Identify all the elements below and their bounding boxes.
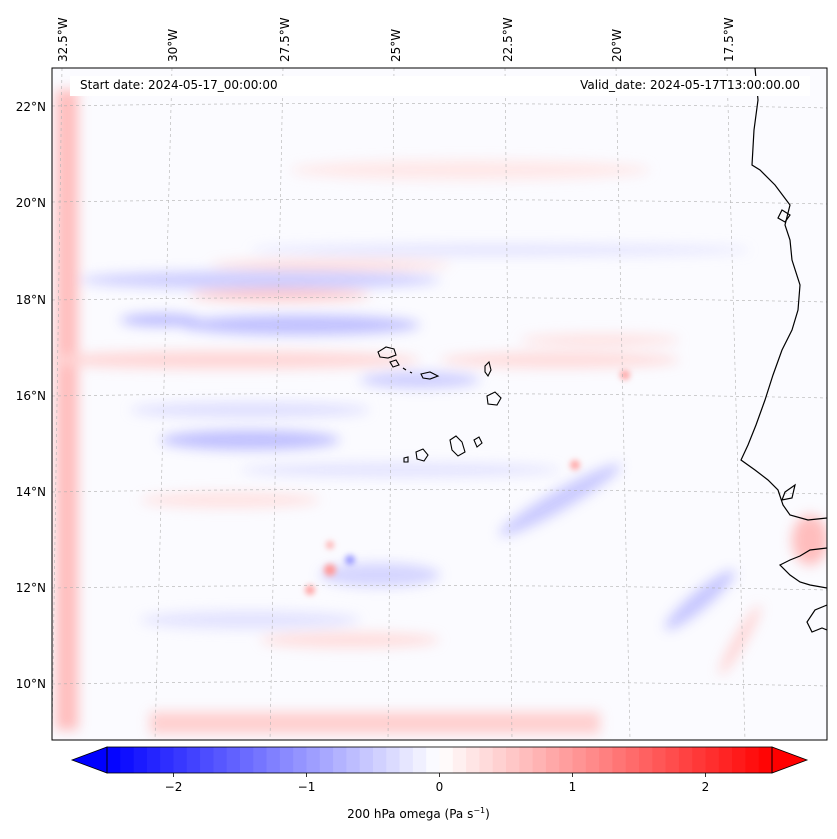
colorbar-tick-label: 1	[569, 780, 577, 794]
lon-label: 25°W	[389, 29, 403, 62]
colorbar-min-extend	[70, 746, 108, 774]
colorbar-max-extend	[771, 746, 809, 774]
colorbar-step	[306, 747, 321, 773]
colorbar-step	[559, 747, 573, 773]
colorbar-step	[479, 747, 494, 773]
colorbar-step	[426, 747, 440, 773]
omega-field	[52, 68, 827, 740]
colorbar-tick-label: 0	[436, 780, 444, 794]
colorbar-step	[519, 747, 534, 773]
colorbar-label-close: )	[485, 807, 490, 821]
colorbar-step	[532, 747, 547, 773]
colorbar-label-main: 200 hPa omega (Pa s	[347, 807, 474, 821]
colorbar-step	[506, 747, 520, 773]
colorbar-step	[253, 747, 268, 773]
colorbar-step	[652, 747, 667, 773]
colorbar-step	[745, 747, 760, 773]
colorbar-step	[226, 747, 241, 773]
colorbar-steps	[107, 747, 773, 773]
info-strip	[70, 76, 810, 96]
latitude-labels: 22°N 20°N 18°N 16°N 14°N 12°N 10°N	[16, 100, 46, 691]
lat-label: 20°N	[16, 196, 46, 210]
cape-verde-islands	[377, 346, 502, 463]
colorbar-step	[373, 747, 387, 773]
colorbar-step	[279, 747, 294, 773]
colorbar-step	[678, 747, 693, 773]
colorbar-step	[173, 747, 188, 773]
colorbar-step	[319, 747, 334, 773]
colorbar-step	[585, 747, 600, 773]
colorbar-step	[266, 747, 281, 773]
lat-label: 10°N	[16, 677, 46, 691]
colorbar-step	[200, 747, 214, 773]
colorbar-step	[705, 747, 720, 773]
colorbar: −2 −1 0 1 2	[70, 746, 809, 794]
lon-label: 32.5°W	[56, 17, 70, 62]
colorbar-step	[612, 747, 627, 773]
colorbar-label: 200 hPa omega (Pa s−1)	[0, 806, 837, 821]
colorbar-step	[107, 747, 121, 773]
colorbar-step	[758, 747, 773, 773]
colorbar-step	[160, 747, 174, 773]
colorbar-step	[412, 747, 427, 773]
colorbar-step	[439, 747, 454, 773]
colorbar-label-exponent: −1	[473, 806, 486, 815]
colorbar-step	[625, 747, 640, 773]
colorbar-step	[186, 747, 201, 773]
colorbar-step	[692, 747, 706, 773]
colorbar-step	[572, 747, 587, 773]
colorbar-step	[545, 747, 560, 773]
lon-label: 27.5°W	[278, 17, 292, 62]
colorbar-step	[213, 747, 228, 773]
map-border	[51, 67, 828, 741]
colorbar-step	[133, 747, 148, 773]
lon-label: 17.5°W	[722, 17, 736, 62]
lat-label: 22°N	[16, 100, 46, 114]
lon-label: 22.5°W	[501, 17, 515, 62]
colorbar-step	[665, 747, 680, 773]
colorbar-step	[386, 747, 401, 773]
colorbar-step	[466, 747, 480, 773]
lat-label: 16°N	[16, 389, 46, 403]
colorbar-step	[399, 747, 414, 773]
colorbar-step	[732, 747, 746, 773]
lon-label: 20°W	[610, 29, 624, 62]
colorbar-step	[599, 747, 613, 773]
graticule	[52, 68, 827, 740]
colorbar-tick-label: 2	[702, 780, 710, 794]
lat-label: 14°N	[16, 485, 46, 499]
colorbar-step	[359, 747, 374, 773]
colorbar-step	[346, 747, 361, 773]
colorbar-step	[240, 747, 254, 773]
colorbar-step	[718, 747, 733, 773]
colorbar-step	[492, 747, 507, 773]
longitude-labels: 32.5°W 30°W 27.5°W 25°W 22.5°W 20°W 17.5…	[56, 17, 736, 62]
lon-label: 30°W	[166, 29, 180, 62]
colorbar-step	[452, 747, 467, 773]
colorbar-step	[333, 747, 347, 773]
start-date-label: Start date: 2024-05-17_00:00:00	[80, 78, 278, 92]
lat-label: 12°N	[16, 581, 46, 595]
lat-label: 18°N	[16, 293, 46, 307]
valid-date-label: Valid_date: 2024-05-17T13:00:00.00	[580, 78, 800, 92]
colorbar-step	[293, 747, 307, 773]
colorbar-step	[639, 747, 653, 773]
colorbar-tick-label: −2	[165, 780, 183, 794]
colorbar-step	[146, 747, 161, 773]
colorbar-tick-label: −1	[298, 780, 316, 794]
colorbar-step	[120, 747, 135, 773]
colorbar-ticks: −2 −1 0 1 2	[165, 773, 710, 794]
coastline	[740, 68, 827, 633]
